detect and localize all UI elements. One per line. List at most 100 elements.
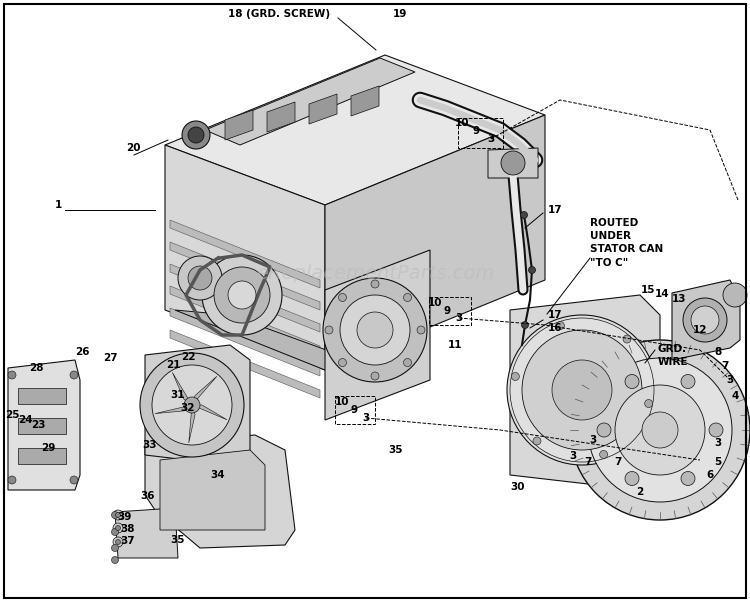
- Circle shape: [642, 412, 678, 448]
- Text: 9: 9: [472, 126, 479, 136]
- Circle shape: [70, 476, 78, 484]
- Text: 34: 34: [211, 470, 225, 480]
- Polygon shape: [267, 102, 295, 132]
- Text: 3: 3: [455, 313, 463, 323]
- Text: 5: 5: [714, 457, 722, 467]
- Text: 18 (GRD. SCREW): 18 (GRD. SCREW): [228, 9, 330, 19]
- Text: 19: 19: [393, 9, 407, 19]
- Text: 27: 27: [103, 353, 117, 363]
- Text: 25: 25: [4, 410, 20, 420]
- Text: 6: 6: [706, 470, 714, 480]
- Circle shape: [615, 385, 705, 475]
- Circle shape: [507, 315, 657, 465]
- Text: 3: 3: [726, 375, 734, 385]
- Bar: [18, 418, 66, 434]
- Text: 3: 3: [362, 413, 370, 423]
- Polygon shape: [115, 508, 178, 558]
- Circle shape: [116, 539, 121, 544]
- Polygon shape: [325, 250, 430, 420]
- Text: 36: 36: [141, 491, 155, 501]
- Circle shape: [202, 255, 282, 335]
- Text: 16: 16: [548, 323, 562, 333]
- Circle shape: [70, 371, 78, 379]
- Text: 38: 38: [121, 524, 135, 534]
- Bar: [18, 448, 66, 464]
- Circle shape: [152, 365, 232, 445]
- Circle shape: [520, 211, 527, 219]
- Circle shape: [599, 450, 608, 459]
- Text: 31: 31: [171, 390, 185, 400]
- Text: GRD.
WIRE: GRD. WIRE: [658, 344, 688, 367]
- Circle shape: [112, 512, 118, 518]
- Circle shape: [681, 471, 695, 485]
- Text: 3: 3: [714, 438, 722, 448]
- Text: 17: 17: [548, 205, 562, 215]
- Circle shape: [501, 151, 525, 175]
- Text: 37: 37: [121, 536, 135, 546]
- Text: 24: 24: [18, 415, 32, 425]
- Circle shape: [556, 321, 565, 329]
- Circle shape: [113, 523, 123, 533]
- Circle shape: [404, 359, 412, 367]
- Text: 23: 23: [31, 420, 45, 430]
- Circle shape: [597, 423, 611, 437]
- Circle shape: [112, 544, 118, 551]
- Polygon shape: [175, 310, 395, 375]
- Text: 22: 22: [181, 352, 195, 362]
- Circle shape: [184, 397, 200, 413]
- Circle shape: [113, 510, 123, 520]
- Circle shape: [338, 293, 346, 302]
- Circle shape: [723, 283, 747, 307]
- Text: 10: 10: [427, 298, 442, 308]
- Circle shape: [8, 371, 16, 379]
- Text: 3: 3: [569, 451, 577, 461]
- Polygon shape: [170, 308, 320, 376]
- Circle shape: [570, 340, 750, 520]
- Text: 30: 30: [511, 482, 525, 492]
- Polygon shape: [8, 360, 80, 490]
- Circle shape: [371, 372, 379, 380]
- Circle shape: [417, 326, 425, 334]
- Bar: [335, 396, 375, 424]
- Text: 10: 10: [454, 118, 470, 128]
- Circle shape: [113, 537, 123, 547]
- Text: 10: 10: [334, 397, 350, 407]
- Text: 12: 12: [693, 325, 707, 335]
- Polygon shape: [160, 450, 265, 530]
- Circle shape: [683, 298, 727, 342]
- Text: 21: 21: [166, 360, 180, 370]
- Circle shape: [533, 437, 541, 445]
- Circle shape: [188, 127, 204, 143]
- Polygon shape: [309, 94, 337, 124]
- Polygon shape: [170, 242, 320, 310]
- Text: 7: 7: [722, 361, 729, 371]
- Polygon shape: [189, 405, 195, 443]
- Circle shape: [228, 281, 256, 309]
- Polygon shape: [165, 55, 545, 205]
- Polygon shape: [351, 86, 379, 116]
- Text: 13: 13: [672, 294, 686, 304]
- Circle shape: [645, 400, 652, 408]
- Bar: [18, 388, 66, 404]
- Text: 3: 3: [488, 134, 495, 144]
- Polygon shape: [172, 373, 192, 405]
- Text: 28: 28: [28, 363, 44, 373]
- Text: 32: 32: [181, 403, 195, 413]
- Polygon shape: [165, 145, 325, 370]
- Text: 8: 8: [714, 347, 722, 357]
- Circle shape: [512, 373, 519, 380]
- Polygon shape: [170, 286, 320, 354]
- Text: 14: 14: [655, 289, 669, 299]
- Circle shape: [8, 476, 16, 484]
- Text: 9: 9: [350, 405, 358, 415]
- Polygon shape: [225, 110, 253, 140]
- Polygon shape: [192, 376, 217, 405]
- Circle shape: [323, 278, 427, 382]
- Circle shape: [116, 512, 121, 518]
- Text: 26: 26: [75, 347, 89, 357]
- Bar: [429, 297, 471, 325]
- Text: ROUTED
UNDER
STATOR CAN
"TO C": ROUTED UNDER STATOR CAN "TO C": [590, 218, 663, 268]
- Polygon shape: [170, 330, 320, 398]
- Text: 1: 1: [54, 200, 62, 210]
- Polygon shape: [672, 280, 740, 360]
